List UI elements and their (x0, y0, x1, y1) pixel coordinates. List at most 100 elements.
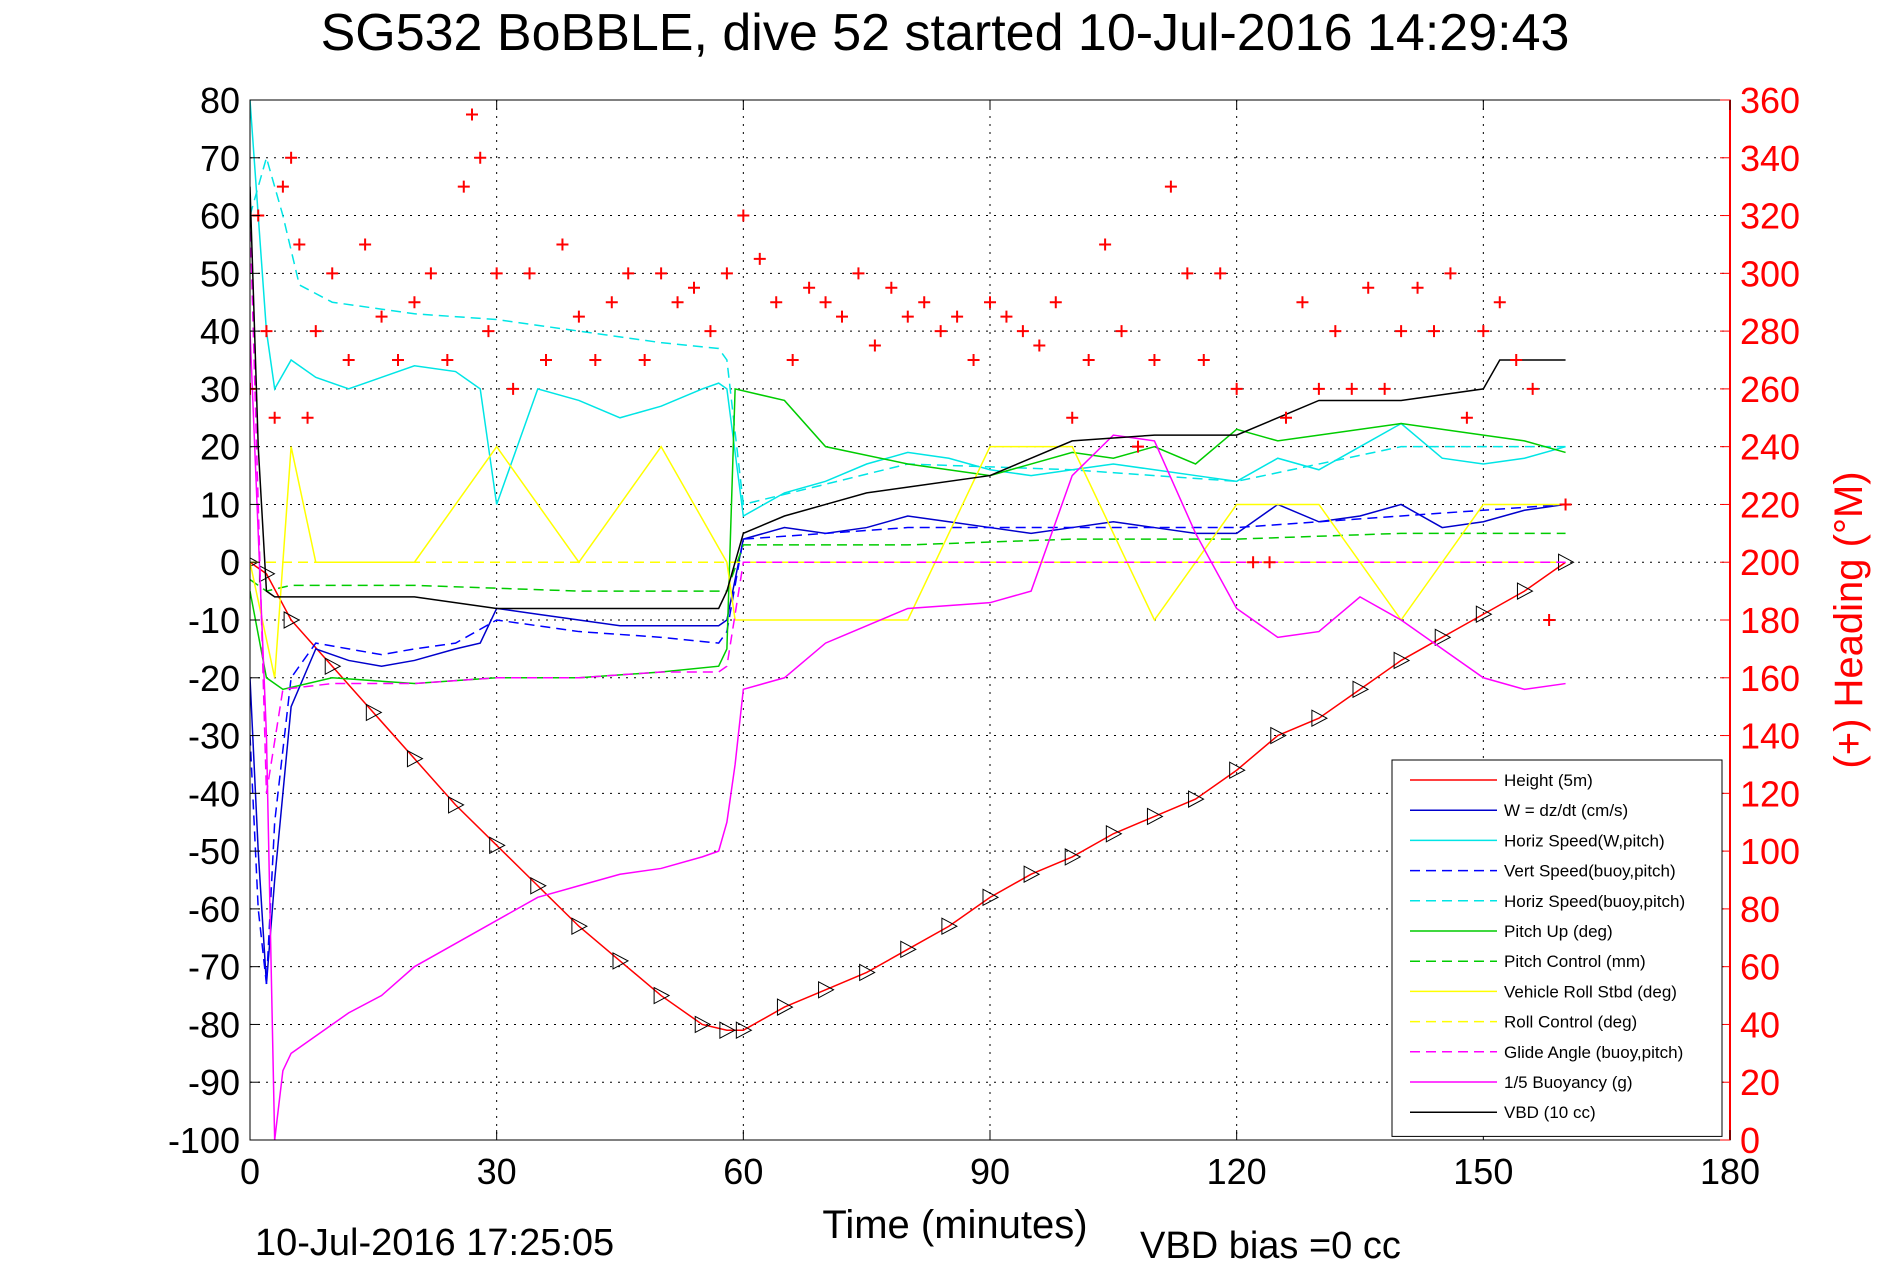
heading-point (1526, 382, 1539, 395)
y2-tick-label: 240 (1740, 427, 1800, 468)
heading-point (1181, 267, 1194, 280)
heading-point (1378, 382, 1391, 395)
heading-point (556, 238, 569, 251)
y2-tick-label: 340 (1740, 138, 1800, 179)
y-tick-label: -20 (188, 658, 240, 699)
y-tick-label: 50 (200, 253, 240, 294)
footer-vbd-bias: VBD bias =0 cc (1140, 1225, 1401, 1262)
x-axis: 0 30 60 90 120 150 180 (240, 100, 1760, 1192)
height-marker (1270, 726, 1287, 745)
y-tick-label: 10 (200, 484, 240, 525)
heading-point (984, 296, 996, 309)
y-axis-left: 80 70 60 50 40 30 20 10 0 -10 -20 -30 -40 -50 -60 -70 -8… (168, 80, 260, 1161)
y-tick-label: -90 (188, 1062, 240, 1103)
heading-point (1345, 382, 1358, 395)
heading-point (770, 296, 783, 309)
legend-label: VBD (10 cc) (1504, 1103, 1596, 1122)
y-tick-label: -50 (188, 831, 240, 872)
heading-point (490, 267, 503, 280)
y2-tick-label: 320 (1740, 196, 1800, 237)
heading-point (967, 354, 980, 366)
height-marker (1188, 790, 1205, 808)
legend-label: Horiz Speed(W,pitch) (1504, 831, 1665, 850)
height-marker (653, 986, 671, 1005)
height-marker (859, 963, 876, 982)
heading-point (1395, 325, 1408, 338)
heading-point (934, 325, 947, 338)
y-tick-label: -60 (188, 889, 240, 930)
heading-point (293, 238, 306, 251)
y-tick-label: 70 (200, 138, 240, 179)
series-glide-angle-buoy-pitch (250, 215, 1566, 794)
height-marker (1146, 807, 1164, 826)
y2-tick-label: 280 (1740, 311, 1800, 352)
heading-point (1197, 354, 1210, 366)
heading-point (466, 108, 478, 121)
y2-tick-label: 140 (1740, 716, 1800, 757)
height-marker (818, 980, 835, 999)
y2-tick-label: 80 (1740, 889, 1780, 930)
legend-label: Vehicle Roll Stbd (deg) (1504, 982, 1677, 1001)
heading-point (704, 325, 717, 338)
y-tick-label: -30 (188, 716, 240, 757)
y2-tick-label: 40 (1740, 1004, 1780, 1045)
heading-point (1312, 382, 1325, 395)
height-marker (1434, 628, 1452, 647)
height-marker (735, 1021, 753, 1040)
heading-point (482, 325, 495, 338)
heading-point (605, 296, 618, 309)
heading-point (1559, 498, 1572, 511)
height-marker (719, 1021, 736, 1040)
heading-point (342, 354, 355, 366)
heading-point (836, 310, 848, 323)
heading-point (1329, 325, 1342, 338)
legend-label: Roll Control (deg) (1504, 1013, 1637, 1032)
heading-point (1543, 614, 1556, 626)
heading-point (375, 310, 388, 323)
y2-tick-label: 20 (1740, 1062, 1780, 1103)
heading-point (268, 411, 281, 424)
heading-point (1296, 296, 1309, 309)
height-marker (612, 952, 630, 970)
series-1-5-buoyancy-g (250, 331, 1566, 1140)
heading-point (392, 354, 404, 366)
y-tick-label: -100 (168, 1120, 240, 1161)
heading-point (1510, 354, 1523, 366)
heading-point (507, 382, 520, 395)
heading-point (1132, 440, 1144, 453)
heading-point (523, 267, 536, 280)
heading-point (285, 151, 298, 164)
heading-point (852, 267, 865, 280)
height-marker (1023, 865, 1041, 884)
heading-point (1247, 556, 1260, 569)
heading-point (786, 354, 799, 366)
height-marker (324, 657, 342, 676)
heading-point (572, 310, 585, 323)
heading-point (1099, 238, 1112, 251)
heading-point (1477, 325, 1490, 338)
heading-point (408, 296, 421, 309)
y-tick-label: 60 (200, 196, 240, 237)
height-marker (1105, 824, 1123, 843)
y-axis-right: 3603403203002802602402202001801601401201… (1720, 80, 1800, 1161)
x-axis-label: Time (minutes) (822, 1203, 1087, 1247)
heading-point (720, 267, 733, 280)
y-tick-label: -70 (188, 947, 240, 988)
y2-tick-label: 300 (1740, 253, 1800, 294)
heading-point (819, 296, 832, 309)
heading-point (589, 354, 602, 366)
heading-point (276, 180, 289, 193)
heading-point (474, 151, 487, 164)
y2-tick-label: 260 (1740, 369, 1800, 410)
heading-point (1066, 411, 1079, 424)
legend-label: Pitch Control (mm) (1504, 952, 1646, 971)
height-marker (694, 1015, 712, 1034)
heading-point (260, 325, 273, 338)
height-marker (365, 703, 383, 722)
height-marker (448, 796, 465, 814)
y2-tick-label: 360 (1740, 80, 1800, 121)
heading-point (1148, 354, 1161, 366)
y2-tick-label: 200 (1740, 542, 1800, 583)
x-tick-label: 150 (1453, 1151, 1513, 1192)
height-marker (283, 611, 301, 629)
